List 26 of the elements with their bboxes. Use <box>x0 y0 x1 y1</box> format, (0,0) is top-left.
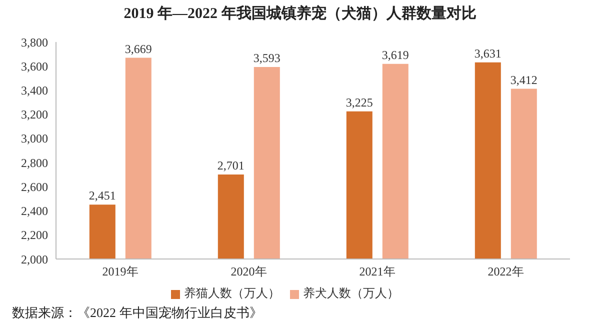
y-tick-label: 2,200 <box>21 228 48 242</box>
y-tick-label: 2,800 <box>21 156 48 170</box>
data-label: 3,593 <box>253 50 280 65</box>
y-tick-label: 3,400 <box>21 83 48 98</box>
y-tick-label: 2,600 <box>21 180 48 194</box>
y-tick-label: 2,000 <box>21 252 48 266</box>
y-tick-label: 3,600 <box>21 59 48 74</box>
source-note: 数据来源：《2022 年中国宠物行业白皮书》 <box>12 304 262 322</box>
x-tick-label: 2019年 <box>102 264 138 279</box>
x-tick-label: 2022年 <box>488 264 524 279</box>
data-label: 3,631 <box>474 46 502 60</box>
legend-label: 养猫人数（万人） <box>184 286 280 300</box>
y-tick-label: 3,000 <box>21 132 48 146</box>
x-tick-label: 2020年 <box>230 264 267 279</box>
y-tick-label: 3,200 <box>21 108 48 122</box>
data-label: 3,669 <box>124 42 152 56</box>
y-tick-label: 3,800 <box>21 35 48 50</box>
data-label: 2,451 <box>88 188 116 203</box>
y-tick-label: 2,400 <box>21 204 48 218</box>
x-tick-label: 2021年 <box>359 264 396 279</box>
data-label: 3,412 <box>510 72 538 87</box>
chart-title: 2019 年—2022 年我国城镇养宠（犬猫）人群数量对比 <box>122 4 478 23</box>
data-label: 3,619 <box>382 48 409 62</box>
legend-label: 养犬人数（万人） <box>303 286 399 300</box>
data-label: 3,225 <box>346 95 373 110</box>
data-label: 2,701 <box>217 158 244 172</box>
